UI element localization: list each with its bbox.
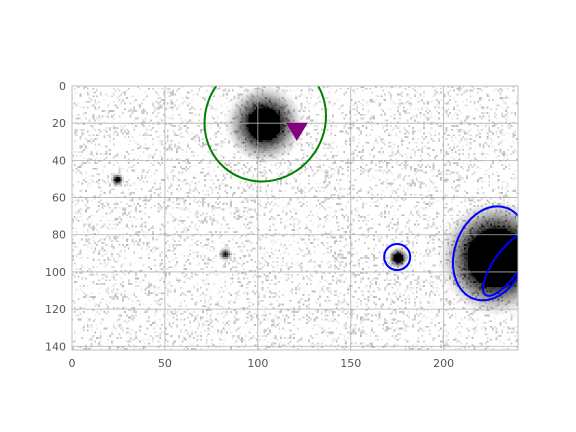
y-tick-label: 80: [52, 229, 66, 242]
y-tick-label: 60: [52, 192, 66, 205]
y-tick-label: 20: [52, 117, 66, 130]
y-tick-label: 140: [45, 340, 66, 353]
x-tick-label: 150: [340, 357, 361, 370]
y-tick-label: 120: [45, 303, 66, 316]
x-tick-label: 0: [69, 357, 76, 370]
x-tick-label: 50: [158, 357, 172, 370]
y-tick-label: 100: [45, 266, 66, 279]
x-tick-label: 100: [247, 357, 268, 370]
x-tick-label: 200: [433, 357, 454, 370]
y-tick-label: 0: [59, 80, 66, 93]
y-tick-label: 40: [52, 154, 66, 167]
